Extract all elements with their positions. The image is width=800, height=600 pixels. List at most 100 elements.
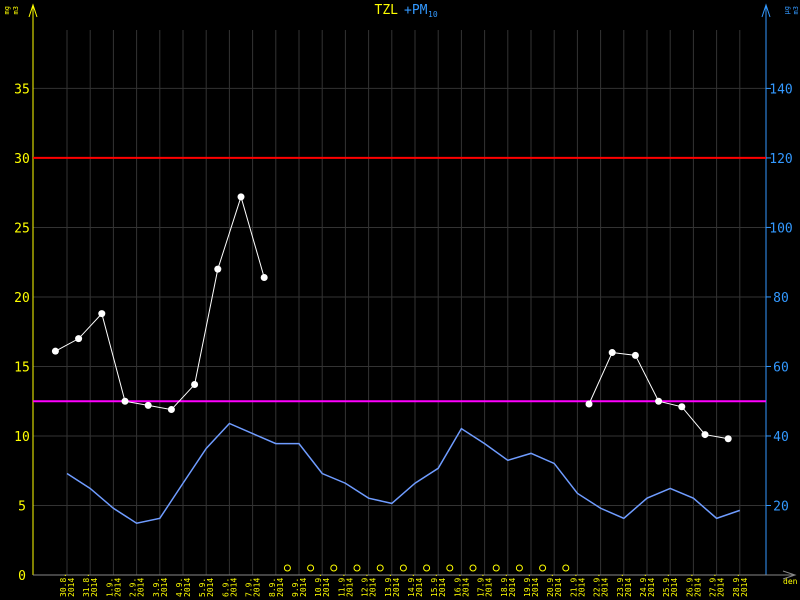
x-tick-label: 2014 [345, 578, 354, 597]
axis-unit: m3 [12, 6, 20, 14]
x-tick-label: 22.9. [593, 573, 602, 597]
axis-unit: µg [783, 6, 791, 14]
point [75, 335, 83, 343]
x-tick-label: 2014 [624, 578, 633, 597]
x-tick-label: 27.9. [709, 573, 718, 597]
x-tick-label: 18.9. [500, 573, 509, 597]
missing-marker [492, 564, 500, 572]
y2-tick-label: 80 [773, 291, 789, 306]
missing-marker [515, 564, 523, 572]
x-tick-label: 14.9. [407, 573, 416, 597]
missing-marker [307, 564, 315, 572]
x-tick-label: 2014 [485, 578, 494, 597]
x-tick-label: 10.9. [314, 573, 323, 597]
x-tick-label: 2014 [392, 578, 401, 597]
x-tick-label: 12.9. [361, 573, 370, 597]
point [678, 403, 686, 411]
missing-marker [330, 564, 338, 572]
series-line [66, 422, 741, 525]
x-tick-label: 2014 [206, 578, 215, 597]
chart-title-extra: +PM [404, 3, 428, 18]
missing-marker [562, 564, 570, 572]
x-tick-label: 11.9. [337, 573, 346, 597]
x-tick-label: 2.9. [129, 578, 138, 597]
point [260, 273, 268, 281]
axis-unit: mg [3, 6, 11, 14]
point [51, 347, 59, 355]
y-axis-arrow [28, 3, 38, 18]
x-tick-label: 26.9. [685, 573, 694, 597]
point [608, 349, 616, 357]
x-tick-label: 2014 [67, 578, 76, 597]
x-tick-label: 2014 [438, 578, 447, 597]
x-tick-label: 9.9. [291, 578, 300, 597]
y2-tick-label: 20 [773, 499, 789, 514]
missing-marker [399, 564, 407, 572]
x-tick-label: 2014 [160, 578, 169, 597]
x-tick-label: 23.9. [616, 573, 625, 597]
missing-marker [539, 564, 547, 572]
x-tick-label: 2014 [113, 578, 122, 597]
missing-marker [283, 564, 291, 572]
x-tick-label: 2014 [253, 578, 262, 597]
x-tick-label: 28.9. [732, 573, 741, 597]
x-tick-label: 6.9. [221, 578, 230, 597]
missing-marker [376, 564, 384, 572]
y2-tick-label: 40 [773, 430, 789, 445]
missing-marker [423, 564, 431, 572]
point [144, 401, 152, 409]
x-tick-label: 2014 [276, 578, 285, 597]
y2-tick-label: 140 [769, 82, 792, 97]
y-tick-label: 15 [14, 360, 30, 375]
point [701, 431, 709, 439]
x-tick-label: 8.9. [268, 578, 277, 597]
point [585, 400, 593, 408]
axis-unit: m3 [792, 6, 800, 14]
x-tick-label: 2014 [577, 578, 586, 597]
x-axis-label: den [783, 577, 798, 586]
x-tick-label: 21.9. [569, 573, 578, 597]
x-tick-label: 2014 [531, 578, 540, 597]
y-tick-label: 25 [14, 221, 30, 236]
x-tick-label: 2014 [693, 578, 702, 597]
x-tick-label: 4.9. [175, 578, 184, 597]
x-tick-label: 13.9. [384, 573, 393, 597]
point [724, 435, 732, 443]
x-tick-label: 3.9. [152, 578, 161, 597]
x-tick-label: 2014 [415, 578, 424, 597]
point [191, 381, 199, 389]
x-tick-label: 5.9. [198, 578, 207, 597]
y-tick-label: 30 [14, 152, 30, 167]
missing-marker [469, 564, 477, 572]
y-tick-label: 5 [18, 499, 26, 514]
x-tick-label: 2014 [461, 578, 470, 597]
y2-tick-label: 100 [769, 221, 792, 236]
x-tick-label: 31.8. [82, 573, 91, 597]
y-tick-label: 35 [14, 82, 30, 97]
point [214, 265, 222, 273]
point [167, 406, 175, 414]
x-tick-label: 2014 [670, 578, 679, 597]
y2-tick-label: 60 [773, 360, 789, 375]
x-axis-arrow [782, 570, 797, 580]
x-tick-label: 2014 [369, 578, 378, 597]
x-tick-label: 1.9. [105, 578, 114, 597]
y-tick-label: 0 [18, 569, 26, 584]
x-tick-label: 2014 [137, 578, 146, 597]
x-tick-label: 2014 [601, 578, 610, 597]
chart-title-sub: 10 [428, 10, 438, 19]
x-tick-label: 7.9. [245, 578, 254, 597]
point [237, 193, 245, 201]
x-tick-label: 2014 [508, 578, 517, 597]
series-line [55, 195, 265, 411]
missing-marker [446, 564, 454, 572]
y-tick-label: 10 [14, 430, 30, 445]
x-tick-label: 24.9. [639, 573, 648, 597]
y2-tick-label: 120 [769, 152, 792, 167]
point [98, 310, 106, 318]
x-tick-label: 17.9. [477, 573, 486, 597]
x-tick-label: 2014 [229, 578, 238, 597]
x-tick-label: 2014 [647, 578, 656, 597]
